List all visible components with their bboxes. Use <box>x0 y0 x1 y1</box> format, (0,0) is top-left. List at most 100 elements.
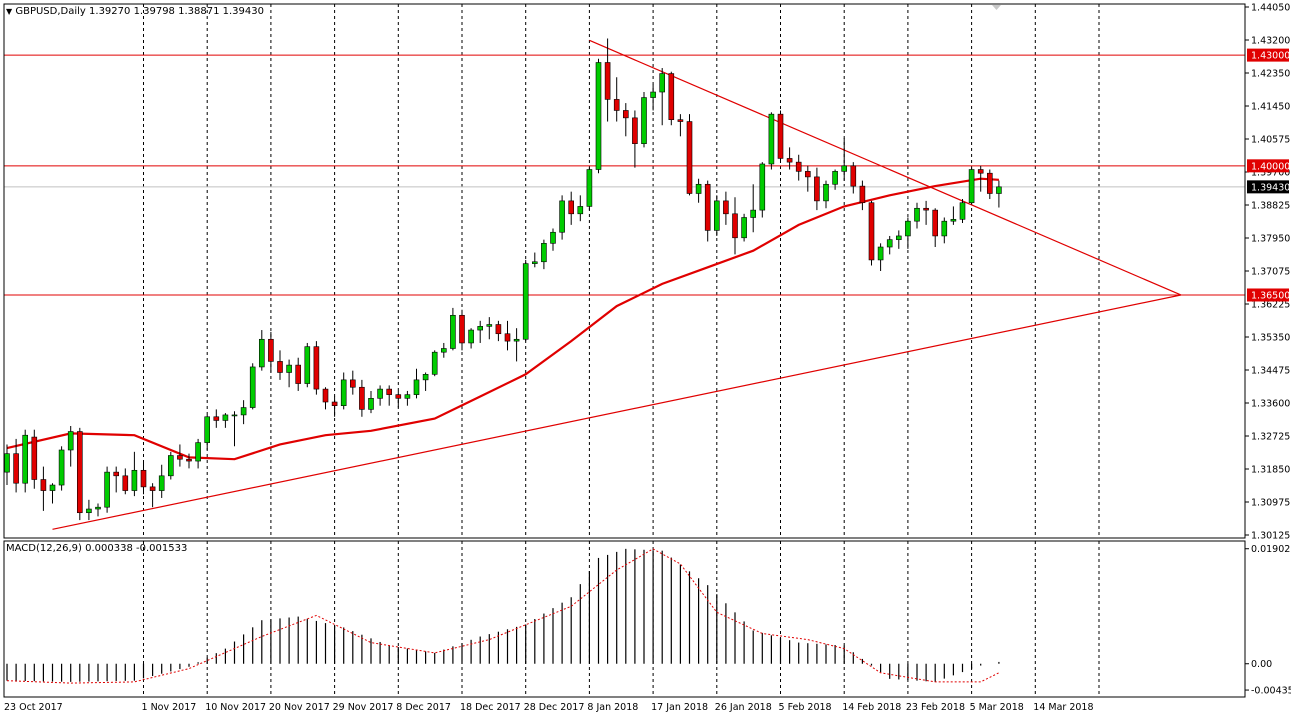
x-tick-label: 20 Nov 2017 <box>269 702 330 713</box>
candle <box>195 438 201 469</box>
candle-down <box>459 314 465 344</box>
candle <box>168 451 174 480</box>
y-tick-label: 1.43200 <box>1251 36 1290 47</box>
candle-up <box>759 163 766 211</box>
x-tick-label: 23 Feb 2018 <box>906 702 965 713</box>
candle-down <box>859 185 866 204</box>
candle <box>723 191 729 225</box>
candle-up <box>914 207 920 222</box>
candle <box>13 438 19 493</box>
candle-up <box>832 171 838 185</box>
candle-up <box>67 431 74 451</box>
candle <box>395 390 402 408</box>
candle <box>741 213 747 242</box>
candle-down <box>850 165 857 187</box>
candle-up <box>641 97 647 144</box>
candle <box>923 200 929 225</box>
candle <box>58 446 65 491</box>
candle-up <box>531 261 538 264</box>
candle-down <box>868 202 875 261</box>
candle-up <box>905 220 911 237</box>
candle <box>158 464 165 498</box>
candle-up <box>22 434 29 484</box>
candle <box>513 328 520 362</box>
candle-down <box>668 73 675 120</box>
macd-readout: MACD(12,26,9) 0.000338 -0.001533 <box>6 543 188 554</box>
candle-up <box>950 219 957 222</box>
candle <box>340 372 347 410</box>
candle-up <box>541 243 547 263</box>
current-price-tag: 1.39430 <box>1251 182 1290 193</box>
candle <box>322 387 329 410</box>
candle-up <box>377 388 383 399</box>
candle <box>959 199 966 224</box>
candle <box>750 184 757 233</box>
candle <box>577 195 584 222</box>
candle-up <box>240 407 247 416</box>
y-tick-label: 1.44050 <box>1251 3 1290 14</box>
candle <box>486 317 493 340</box>
candle-up <box>431 351 438 375</box>
candle <box>877 243 884 271</box>
x-tick-label: 5 Mar 2018 <box>970 702 1024 713</box>
candle <box>331 396 338 417</box>
candle-down <box>495 324 502 335</box>
x-tick-label: 29 Nov 2017 <box>333 702 394 713</box>
candle-up <box>477 326 484 331</box>
candle-down <box>686 121 693 194</box>
candle-down <box>504 333 511 342</box>
candle-up <box>368 398 374 410</box>
candle-down <box>704 183 711 231</box>
candle <box>613 77 620 122</box>
trend-line <box>52 294 1182 530</box>
candle <box>595 58 602 174</box>
x-tick-label: 28 Dec 2017 <box>524 702 585 713</box>
candle <box>914 202 920 229</box>
candle-up <box>413 379 420 395</box>
candle <box>77 427 83 521</box>
candle-up <box>713 200 720 231</box>
candle-up <box>823 183 829 202</box>
macd-y-tick-label: 0.00 <box>1251 659 1272 670</box>
candle <box>641 92 647 148</box>
candle-up <box>204 416 210 443</box>
candle-up <box>249 366 256 408</box>
candle <box>213 409 220 428</box>
candle-up <box>58 449 65 486</box>
candle <box>522 259 529 342</box>
y-tick-label: 1.30975 <box>1251 498 1290 509</box>
y-tick-label: 1.36225 <box>1251 300 1290 311</box>
candle-up <box>877 246 884 261</box>
candle-down <box>359 386 365 410</box>
candle-down <box>331 401 338 406</box>
candle-up <box>440 348 447 353</box>
candle <box>468 328 474 349</box>
candle <box>49 483 56 504</box>
candle <box>668 71 675 126</box>
candle <box>996 180 1002 208</box>
candle <box>504 320 511 351</box>
candle-down <box>777 113 784 159</box>
candle <box>905 217 911 249</box>
candle-down <box>795 161 802 172</box>
candle-up <box>95 506 101 510</box>
candle <box>732 197 738 255</box>
y-tick-label: 1.33600 <box>1251 399 1290 410</box>
candle <box>67 425 74 467</box>
candle <box>286 359 292 388</box>
collapse-triangle-icon[interactable]: ▼ <box>6 7 13 16</box>
candle <box>604 38 611 122</box>
candle <box>131 451 138 497</box>
candle-down <box>349 379 356 388</box>
candle <box>950 206 957 225</box>
candle-up <box>404 394 411 399</box>
candle <box>258 330 265 371</box>
candle-up <box>104 471 110 508</box>
scroll-marker-icon[interactable] <box>992 5 1001 10</box>
x-tick-label: 5 Feb 2018 <box>779 702 832 713</box>
x-tick-label: 18 Dec 2017 <box>460 702 521 713</box>
candle <box>814 167 820 211</box>
candle <box>304 342 311 388</box>
x-tick-label: 10 Nov 2017 <box>205 702 266 713</box>
